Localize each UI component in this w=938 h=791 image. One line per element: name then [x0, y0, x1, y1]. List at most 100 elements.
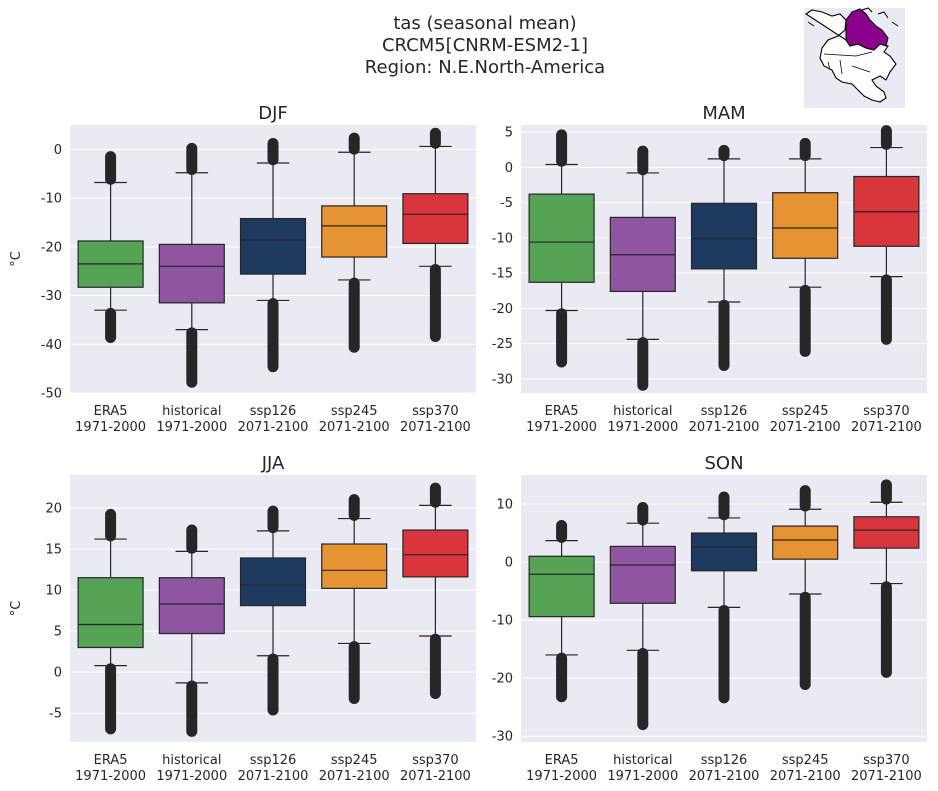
upper-fliers-extreme — [800, 485, 811, 496]
x-tick-sublabel: 2071-2100 — [400, 769, 471, 784]
x-tick-sublabel: 2071-2100 — [238, 420, 309, 435]
box-0 — [528, 519, 595, 703]
box-0 — [528, 129, 595, 368]
upper-fliers-extreme — [800, 138, 811, 149]
x-tick-sublabel: 2071-2100 — [319, 420, 390, 435]
lower-fliers-extreme — [718, 692, 730, 703]
x-tick-sublabel: 2071-2100 — [689, 769, 760, 784]
x-tick-label: ssp245 — [782, 753, 829, 768]
lower-fliers-extreme — [186, 377, 197, 388]
box-body — [853, 516, 920, 549]
box-body — [239, 217, 307, 275]
upper-fliers-extreme — [105, 151, 116, 162]
x-tick-sublabel: 1971-2000 — [607, 769, 678, 784]
box-body — [690, 202, 758, 270]
x-tick-label: ERA5 — [94, 753, 128, 768]
x-tick-sublabel: 2071-2100 — [689, 420, 760, 435]
upper-fliers-extreme — [430, 128, 441, 139]
y-tick-label: 0 — [54, 143, 62, 158]
x-tick-sublabel: 2071-2100 — [770, 769, 841, 784]
x-tick-sublabel: 1971-2000 — [156, 769, 227, 784]
figure-title-line-2: CRCM5[CNRM-ESM2-1] — [382, 35, 588, 56]
x-tick-label: ssp126 — [701, 753, 748, 768]
y-tick-label: 10 — [45, 584, 62, 599]
x-tick-label: ssp245 — [331, 753, 378, 768]
lower-fliers-extreme — [881, 334, 892, 345]
lower-fliers-extreme — [349, 342, 360, 353]
lower-fliers-extreme — [430, 688, 441, 699]
y-tick-label: -10 — [41, 192, 62, 207]
panel-son: 100-10-20-30SONERA51971-2000historical19… — [492, 453, 927, 784]
box-1 — [158, 524, 225, 737]
box-2 — [690, 144, 758, 371]
box-body — [402, 193, 469, 245]
upper-fliers-extreme — [186, 143, 197, 154]
lower-fliers-extreme — [186, 726, 197, 737]
x-tick-label: ssp126 — [250, 404, 297, 419]
panel-title: SON — [704, 453, 743, 474]
x-tick-label: ssp245 — [782, 404, 829, 419]
x-tick-label: ssp126 — [701, 404, 748, 419]
plot-panels: 0-10-20-30-40-50DJF°CERA51971-2000histor… — [9, 103, 927, 784]
figure-title-line-3: Region: N.E.North-America — [365, 57, 605, 78]
upper-fliers-extreme — [637, 502, 648, 513]
lower-fliers-extreme — [349, 693, 360, 704]
y-tick-label: -5 — [49, 707, 62, 722]
box-3 — [772, 137, 839, 357]
x-tick-sublabel: 2071-2100 — [851, 769, 922, 784]
x-tick-label: ssp126 — [250, 753, 297, 768]
y-tick-label: 0 — [54, 666, 62, 681]
y-tick-label: 0 — [505, 161, 513, 176]
box-body — [772, 525, 839, 560]
box-2 — [239, 138, 307, 373]
box-3 — [772, 485, 839, 691]
y-tick-label: -10 — [492, 231, 513, 246]
y-tick-label: -5 — [500, 196, 513, 211]
y-axis-label: °C — [9, 251, 24, 267]
upper-fliers-extreme — [718, 491, 730, 503]
upper-fliers-extreme — [881, 125, 892, 136]
y-tick-label: 0 — [505, 556, 513, 571]
panel-djf: 0-10-20-30-40-50DJF°CERA51971-2000histor… — [9, 103, 476, 435]
upper-fliers-extreme — [637, 145, 648, 157]
lower-fliers-extreme — [556, 691, 567, 702]
highlighted-region — [845, 8, 889, 51]
box-body — [77, 577, 144, 649]
x-tick-sublabel: 1971-2000 — [526, 769, 597, 784]
x-tick-label: historical — [613, 753, 672, 768]
box-2 — [690, 491, 758, 704]
box-2 — [239, 505, 307, 716]
upper-fliers-extreme — [430, 483, 441, 494]
lower-fliers-extreme — [881, 667, 892, 678]
lower-fliers-extreme — [637, 380, 648, 391]
box-body — [528, 193, 595, 283]
arctic-islands — [807, 7, 899, 27]
x-tick-label: historical — [162, 753, 221, 768]
x-tick-sublabel: 1971-2000 — [607, 420, 678, 435]
y-tick-label: -20 — [492, 302, 513, 317]
panel-title: JJA — [261, 453, 285, 474]
x-tick-label: historical — [162, 404, 221, 419]
box-1 — [158, 142, 225, 388]
upper-fliers-extreme — [105, 509, 116, 520]
lower-fliers-extreme — [105, 332, 116, 343]
box-4 — [853, 479, 920, 678]
y-tick-label: 5 — [54, 625, 62, 640]
x-tick-sublabel: 1971-2000 — [526, 420, 597, 435]
x-tick-label: ssp370 — [412, 753, 459, 768]
upper-fliers-extreme — [556, 129, 567, 140]
x-tick-sublabel: 1971-2000 — [156, 420, 227, 435]
x-tick-sublabel: 2071-2100 — [851, 420, 922, 435]
y-tick-label: -30 — [492, 372, 513, 387]
x-tick-label: ERA5 — [545, 753, 579, 768]
box-4 — [402, 127, 469, 342]
upper-fliers-extreme — [718, 145, 730, 156]
x-tick-sublabel: 1971-2000 — [75, 769, 146, 784]
x-tick-label: ERA5 — [94, 404, 128, 419]
x-tick-sublabel: 1971-2000 — [75, 420, 146, 435]
lower-fliers-extreme — [556, 356, 567, 368]
state-borders — [823, 51, 873, 75]
x-tick-label: ssp370 — [412, 404, 459, 419]
y-axis-label: °C — [9, 601, 24, 617]
